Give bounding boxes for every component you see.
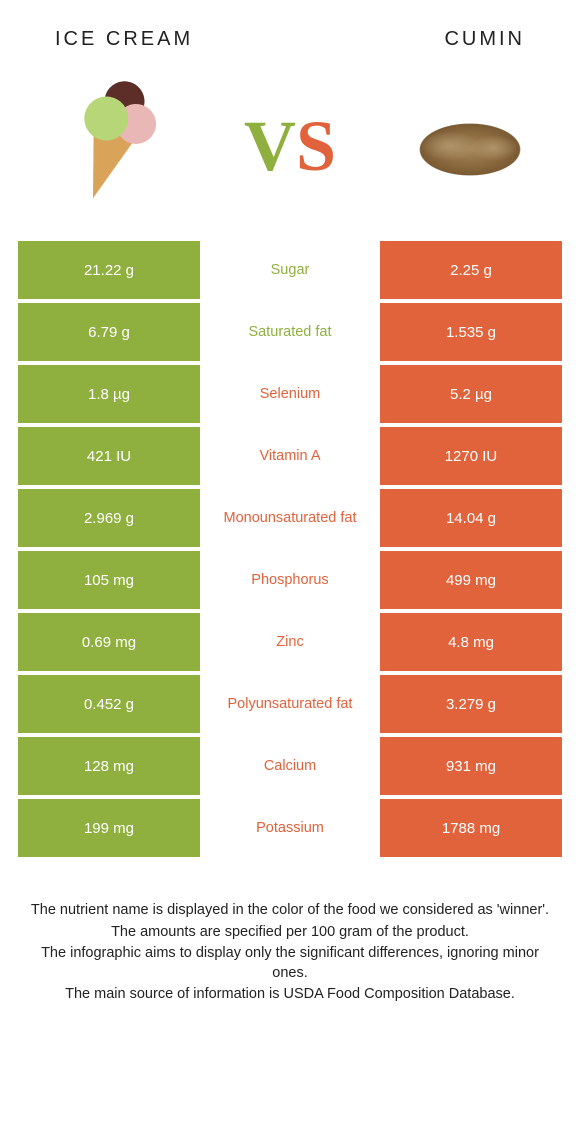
right-value-cell: 499 mg bbox=[380, 551, 562, 609]
table-row: 199 mgPotassium1788 mg bbox=[18, 799, 562, 857]
table-row: 0.69 mgZinc4.8 mg bbox=[18, 613, 562, 671]
right-value-cell: 931 mg bbox=[380, 737, 562, 795]
footnote-line: The nutrient name is displayed in the co… bbox=[30, 901, 550, 921]
nutrient-label: Selenium bbox=[200, 365, 380, 423]
table-row: 2.969 gMonounsaturated fat14.04 g bbox=[18, 489, 562, 547]
left-food-title: Ice Cream bbox=[55, 28, 193, 51]
left-value-cell: 128 mg bbox=[18, 737, 200, 795]
nutrient-label: Zinc bbox=[200, 613, 380, 671]
table-row: 105 mgPhosphorus499 mg bbox=[18, 551, 562, 609]
table-row: 6.79 gSaturated fat1.535 g bbox=[18, 303, 562, 361]
nutrient-label: Potassium bbox=[200, 799, 380, 857]
right-food-title: Cumin bbox=[444, 28, 525, 51]
left-value-cell: 0.69 mg bbox=[18, 613, 200, 671]
header: Ice Cream Cumin bbox=[0, 0, 580, 61]
left-value-cell: 2.969 g bbox=[18, 489, 200, 547]
comparison-table: 21.22 gSugar2.25 g6.79 gSaturated fat1.5… bbox=[0, 241, 580, 857]
right-value-cell: 14.04 g bbox=[380, 489, 562, 547]
ice-cream-icon bbox=[50, 76, 170, 216]
footnote-line: The main source of information is USDA F… bbox=[30, 985, 550, 1005]
vs-label: VS bbox=[244, 105, 336, 188]
footnotes: The nutrient name is displayed in the co… bbox=[0, 861, 580, 1005]
left-value-cell: 1.8 µg bbox=[18, 365, 200, 423]
left-value-cell: 21.22 g bbox=[18, 241, 200, 299]
nutrient-label: Polyunsaturated fat bbox=[200, 675, 380, 733]
nutrient-label: Vitamin A bbox=[200, 427, 380, 485]
footnote-line: The infographic aims to display only the… bbox=[30, 944, 550, 983]
left-value-cell: 421 IU bbox=[18, 427, 200, 485]
hero-row: VS bbox=[0, 61, 580, 241]
right-value-cell: 1788 mg bbox=[380, 799, 562, 857]
table-row: 1.8 µgSelenium5.2 µg bbox=[18, 365, 562, 423]
nutrient-label: Monounsaturated fat bbox=[200, 489, 380, 547]
right-value-cell: 5.2 µg bbox=[380, 365, 562, 423]
table-row: 0.452 gPolyunsaturated fat3.279 g bbox=[18, 675, 562, 733]
left-value-cell: 6.79 g bbox=[18, 303, 200, 361]
cumin-icon bbox=[410, 76, 530, 216]
right-value-cell: 1.535 g bbox=[380, 303, 562, 361]
left-value-cell: 199 mg bbox=[18, 799, 200, 857]
vs-v: V bbox=[244, 106, 296, 186]
right-value-cell: 2.25 g bbox=[380, 241, 562, 299]
footnote-line: The amounts are specified per 100 gram o… bbox=[30, 923, 550, 943]
vs-s: S bbox=[296, 106, 336, 186]
right-value-cell: 4.8 mg bbox=[380, 613, 562, 671]
right-value-cell: 3.279 g bbox=[380, 675, 562, 733]
nutrient-label: Saturated fat bbox=[200, 303, 380, 361]
nutrient-label: Calcium bbox=[200, 737, 380, 795]
table-row: 421 IUVitamin A1270 IU bbox=[18, 427, 562, 485]
left-value-cell: 105 mg bbox=[18, 551, 200, 609]
left-value-cell: 0.452 g bbox=[18, 675, 200, 733]
table-row: 21.22 gSugar2.25 g bbox=[18, 241, 562, 299]
table-row: 128 mgCalcium931 mg bbox=[18, 737, 562, 795]
nutrient-label: Sugar bbox=[200, 241, 380, 299]
nutrient-label: Phosphorus bbox=[200, 551, 380, 609]
right-value-cell: 1270 IU bbox=[380, 427, 562, 485]
